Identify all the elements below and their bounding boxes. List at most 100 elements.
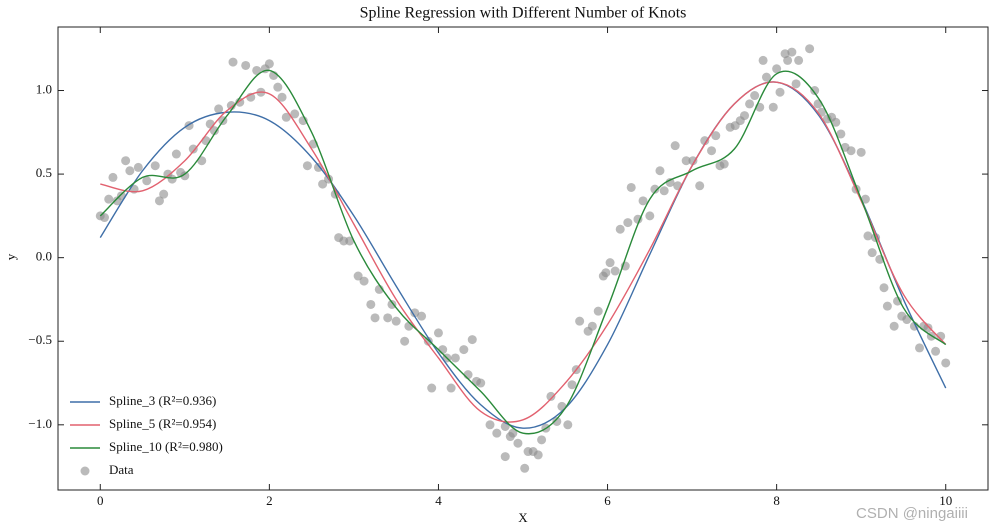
data-point: [772, 64, 782, 74]
y-tick-label: 0.5: [36, 165, 52, 180]
x-tick-label: 2: [266, 493, 273, 508]
data-point: [410, 308, 420, 318]
y-tick-label: 0.0: [36, 249, 52, 264]
data-point: [623, 218, 633, 228]
data-point: [601, 268, 611, 278]
data-point: [180, 171, 190, 181]
watermark: CSDN @ningaiiii: [856, 505, 968, 522]
legend-label: Spline_5 (R²=0.954): [109, 416, 216, 431]
legend-label: Spline_3 (R²=0.936): [109, 393, 216, 408]
data-point: [836, 129, 846, 139]
data-point: [104, 194, 114, 204]
data-point: [450, 353, 460, 363]
data-point: [150, 161, 160, 171]
data-point: [508, 428, 518, 438]
data-point: [142, 176, 152, 186]
data-point: [700, 136, 710, 146]
data-point: [214, 104, 224, 114]
data-point: [740, 111, 750, 121]
data-point: [400, 336, 410, 346]
data-point: [605, 258, 615, 268]
data-point: [750, 91, 760, 101]
data-point: [783, 55, 793, 65]
data-point: [228, 57, 238, 67]
data-point: [167, 174, 177, 184]
data-point: [711, 131, 721, 141]
data-point: [745, 99, 755, 109]
data-point: [366, 299, 376, 309]
data-point: [633, 214, 643, 224]
plot-frame: [57, 26, 989, 491]
data-point: [353, 271, 363, 281]
data-point: [492, 428, 502, 438]
data-point: [383, 313, 393, 323]
x-tick-label: 6: [604, 493, 611, 508]
data-point: [831, 117, 841, 127]
data-point: [552, 416, 562, 426]
x-axis-label: X: [518, 510, 528, 525]
data-point: [707, 146, 717, 156]
data-point: [463, 370, 473, 380]
x-tick-label: 4: [435, 493, 442, 508]
data-point: [695, 181, 705, 191]
data-point: [108, 172, 118, 182]
data-point: [513, 438, 523, 448]
data-point: [593, 306, 603, 316]
data-point: [201, 136, 211, 146]
data-point: [567, 380, 577, 390]
data-point: [860, 194, 870, 204]
data-point: [264, 59, 274, 69]
data-point: [154, 196, 164, 206]
legend-label: Spline_10 (R²=0.980): [109, 439, 223, 454]
data-point: [915, 343, 925, 353]
data-point: [318, 179, 328, 189]
data-point: [587, 321, 597, 331]
data-point: [775, 87, 785, 97]
data-point: [856, 147, 866, 157]
data-point: [133, 162, 143, 172]
data-point: [459, 345, 469, 355]
x-tick-label: 0: [97, 493, 104, 508]
data-point: [121, 156, 131, 166]
data-point: [438, 345, 448, 355]
data-point: [794, 55, 804, 65]
data-point: [359, 276, 369, 286]
data-point: [370, 313, 380, 323]
data-point: [446, 383, 456, 393]
data-point: [546, 391, 556, 401]
spline-line: [99, 81, 947, 429]
data-point: [719, 159, 729, 169]
y-tick-label: −1.0: [28, 416, 52, 431]
data-point: [923, 323, 933, 333]
data-point: [476, 378, 486, 388]
data-point: [805, 44, 815, 54]
data-point: [188, 144, 198, 154]
legend-label: Data: [109, 462, 134, 477]
data-point: [520, 463, 530, 473]
data-point: [252, 65, 262, 75]
x-tick-label: 8: [773, 493, 780, 508]
data-point: [485, 420, 495, 430]
y-tick-label: −0.5: [28, 332, 52, 347]
data-point: [241, 60, 251, 70]
data-point: [659, 186, 669, 196]
chart-title: Spline Regression with Different Number …: [360, 5, 687, 22]
data-point: [273, 82, 283, 92]
legend-swatch: [80, 466, 90, 476]
data-point: [879, 283, 889, 293]
data-point: [281, 112, 291, 122]
data-point: [125, 166, 135, 176]
data-point: [665, 177, 675, 187]
data-point: [931, 346, 941, 356]
data-point: [882, 301, 892, 311]
data-point: [791, 79, 801, 89]
data-point: [846, 146, 856, 156]
data-point: [209, 126, 219, 136]
data-point: [768, 102, 778, 112]
data-point: [277, 92, 287, 102]
y-tick-label: 1.0: [36, 82, 52, 97]
data-point: [537, 435, 547, 445]
data-point: [533, 450, 543, 460]
